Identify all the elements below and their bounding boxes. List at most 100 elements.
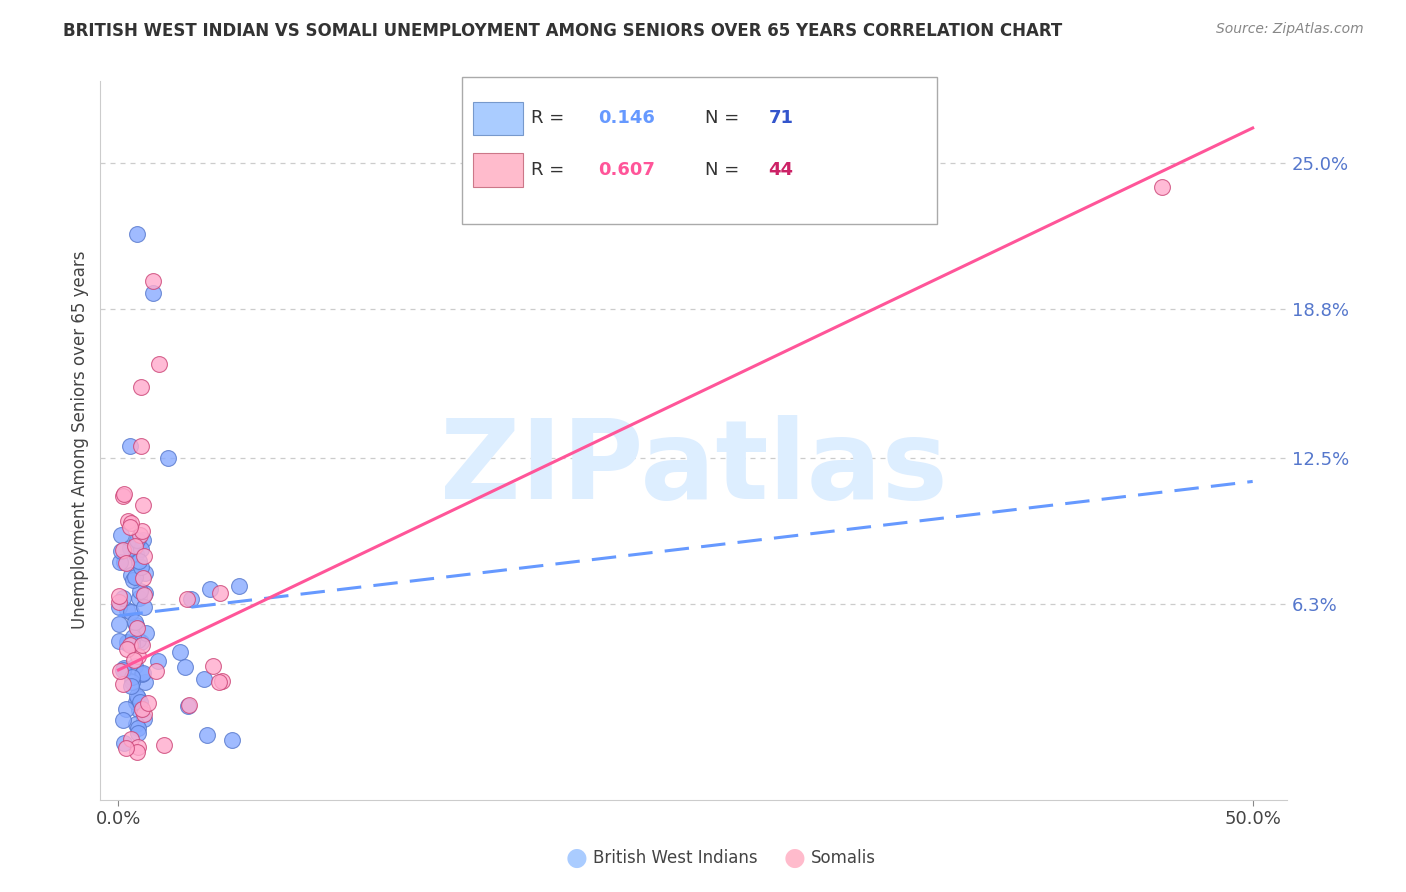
Point xyxy=(108,599,131,614)
Text: R =: R = xyxy=(531,161,569,179)
Text: 0.146: 0.146 xyxy=(599,109,655,128)
Point xyxy=(193,672,215,686)
Point xyxy=(120,731,142,746)
Point xyxy=(118,638,141,652)
Point xyxy=(208,675,231,690)
Point xyxy=(120,680,142,694)
Point xyxy=(111,677,134,691)
Point xyxy=(129,695,152,709)
Point xyxy=(128,554,150,568)
Point xyxy=(129,584,152,599)
Point xyxy=(120,541,142,555)
Point xyxy=(125,695,148,709)
Point xyxy=(125,717,148,731)
Text: 71: 71 xyxy=(768,109,793,128)
Point xyxy=(134,566,156,581)
Point xyxy=(131,702,153,716)
Point xyxy=(169,645,191,659)
Point xyxy=(121,637,143,651)
Point xyxy=(110,544,132,558)
Point xyxy=(128,591,150,606)
Point xyxy=(141,274,163,288)
Point xyxy=(127,648,149,663)
Point xyxy=(129,541,152,556)
Point xyxy=(211,674,233,689)
Point xyxy=(125,689,148,703)
Point xyxy=(136,696,159,710)
Point xyxy=(148,654,170,668)
Point xyxy=(108,555,131,569)
Text: British West Indians: British West Indians xyxy=(593,849,758,867)
Point xyxy=(202,659,225,673)
Point xyxy=(134,549,156,563)
FancyBboxPatch shape xyxy=(463,78,936,224)
Point xyxy=(131,524,153,539)
Point xyxy=(112,489,135,503)
Point xyxy=(200,582,222,596)
Point xyxy=(132,533,155,547)
Point xyxy=(114,736,136,750)
Point xyxy=(131,498,153,512)
Point xyxy=(132,706,155,721)
Point xyxy=(157,450,180,465)
Text: Somalis: Somalis xyxy=(811,849,876,867)
Point xyxy=(120,605,142,619)
Point xyxy=(112,714,135,728)
Point xyxy=(131,638,153,652)
Point xyxy=(115,636,138,650)
Point xyxy=(129,560,152,574)
Point xyxy=(125,227,148,241)
Point xyxy=(132,571,155,585)
Point xyxy=(118,439,141,453)
Point xyxy=(107,617,129,632)
Point xyxy=(1150,180,1173,194)
Point xyxy=(112,556,135,570)
Point xyxy=(129,439,152,453)
Text: BRITISH WEST INDIAN VS SOMALI UNEMPLOYMENT AMONG SENIORS OVER 65 YEARS CORRELATI: BRITISH WEST INDIAN VS SOMALI UNEMPLOYME… xyxy=(63,22,1063,40)
Point xyxy=(124,615,146,630)
Point xyxy=(121,675,143,690)
Point xyxy=(115,641,138,656)
Point xyxy=(176,592,198,607)
Point xyxy=(122,541,145,556)
Point xyxy=(127,632,149,647)
Point xyxy=(180,592,202,607)
Point xyxy=(117,514,139,528)
Point xyxy=(115,741,138,756)
Point xyxy=(125,618,148,632)
Point xyxy=(128,703,150,717)
Point xyxy=(111,543,134,558)
Point xyxy=(124,659,146,673)
Point xyxy=(228,579,250,593)
Text: 44: 44 xyxy=(768,161,793,179)
Point xyxy=(127,690,149,705)
Point xyxy=(221,732,243,747)
Point xyxy=(110,664,132,678)
Point xyxy=(134,585,156,599)
Point xyxy=(108,633,131,648)
Point xyxy=(125,533,148,548)
Point xyxy=(112,487,135,501)
Point xyxy=(129,380,152,394)
Text: Source: ZipAtlas.com: Source: ZipAtlas.com xyxy=(1216,22,1364,37)
Point xyxy=(132,712,155,726)
Point xyxy=(132,666,155,681)
Point xyxy=(112,663,135,677)
Text: ZIPatlas: ZIPatlas xyxy=(440,416,948,523)
FancyBboxPatch shape xyxy=(472,153,523,187)
Text: ●: ● xyxy=(783,847,806,870)
Point xyxy=(132,589,155,603)
Point xyxy=(177,698,200,713)
Point xyxy=(125,547,148,561)
Point xyxy=(174,659,197,673)
Point xyxy=(120,516,142,531)
Point xyxy=(118,520,141,534)
Point xyxy=(129,634,152,648)
Text: R =: R = xyxy=(531,109,569,128)
Point xyxy=(135,626,157,640)
Point xyxy=(112,661,135,675)
Point xyxy=(112,591,135,606)
Point xyxy=(122,630,145,644)
Point xyxy=(115,603,138,617)
Text: N =: N = xyxy=(706,161,745,179)
